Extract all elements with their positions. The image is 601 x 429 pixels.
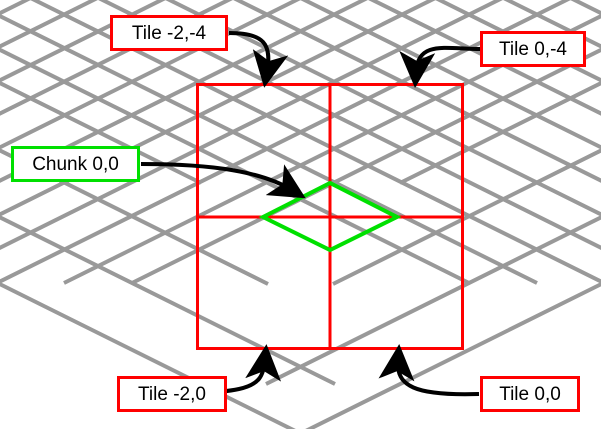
arrow-tile-0-0-icon [378,344,480,397]
label-tile-0-minus4[interactable]: Tile 0,-4 [480,31,586,67]
label-tile-minus2-0-text: Tile -2,0 [138,383,206,405]
label-tile-0-0[interactable]: Tile 0,0 [480,376,580,412]
label-chunk-0-0[interactable]: Chunk 0,0 [11,146,140,182]
arrow-tile-0-minus4-icon [399,45,481,88]
arrow-tile-minus2-minus4-icon [228,31,289,88]
label-tile-minus2-minus4-text: Tile -2,-4 [131,22,207,44]
arrow-chunk-0-0-icon [140,162,306,199]
annotation-arrows [116,31,481,397]
label-tile-0-minus4-text: Tile 0,-4 [499,38,567,60]
label-tile-minus2-minus4[interactable]: Tile -2,-4 [110,15,228,51]
chunk-boundary [196,83,464,350]
label-chunk-0-0-text: Chunk 0,0 [32,153,119,175]
label-tile-minus2-0[interactable]: Tile -2,0 [117,376,227,412]
highlighted-tile-diamond [258,180,402,253]
label-tile-0-0-text: Tile 0,0 [499,383,561,405]
